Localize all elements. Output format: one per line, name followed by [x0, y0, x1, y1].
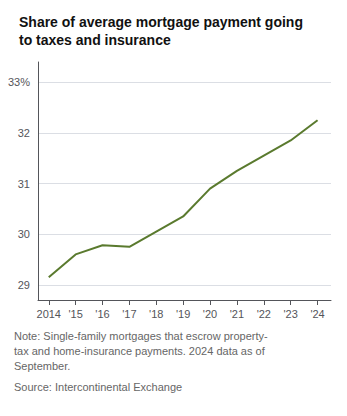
svg-text:29: 29 — [18, 279, 30, 291]
svg-text:31: 31 — [18, 178, 30, 190]
svg-text:32: 32 — [18, 127, 30, 139]
svg-text:'16: '16 — [95, 308, 109, 320]
svg-text:Share of average mortgage paym: Share of average mortgage payment going — [19, 14, 303, 30]
svg-text:33%: 33% — [8, 76, 30, 88]
svg-text:Note: Single-family mortgages: Note: Single-family mortgages that escro… — [14, 330, 268, 342]
svg-text:to taxes and insurance: to taxes and insurance — [19, 32, 171, 48]
svg-text:tax and home-insurance payment: tax and home-insurance payments. 2024 da… — [14, 345, 266, 357]
svg-text:'18: '18 — [149, 308, 163, 320]
svg-text:2014: 2014 — [37, 308, 61, 320]
svg-text:'21: '21 — [230, 308, 244, 320]
svg-text:'19: '19 — [176, 308, 190, 320]
svg-text:'23: '23 — [284, 308, 298, 320]
svg-text:'20: '20 — [203, 308, 217, 320]
svg-text:'17: '17 — [122, 308, 136, 320]
svg-text:Source: Intercontinental Excha: Source: Intercontinental Exchange — [14, 381, 182, 393]
svg-text:'24: '24 — [310, 308, 324, 320]
svg-text:September.: September. — [14, 360, 70, 372]
svg-text:'22: '22 — [257, 308, 271, 320]
svg-text:30: 30 — [18, 228, 30, 240]
svg-text:'15: '15 — [68, 308, 82, 320]
